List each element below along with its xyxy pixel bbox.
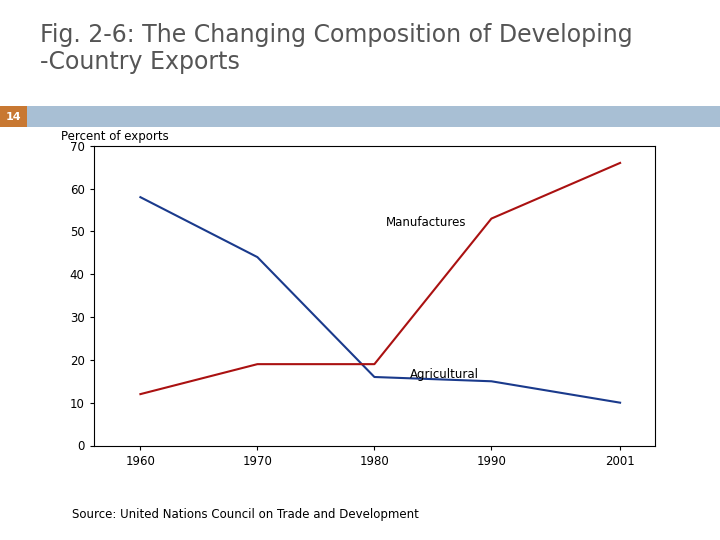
Text: Fig. 2-6: The Changing Composition of Developing
-Country Exports: Fig. 2-6: The Changing Composition of De… [40, 23, 632, 75]
Text: 14: 14 [6, 112, 22, 122]
Text: Manufactures: Manufactures [386, 217, 467, 230]
Text: Percent of exports: Percent of exports [61, 130, 169, 143]
Text: Source: United Nations Council on Trade and Development: Source: United Nations Council on Trade … [72, 508, 419, 521]
Text: Agricultural: Agricultural [410, 368, 479, 381]
